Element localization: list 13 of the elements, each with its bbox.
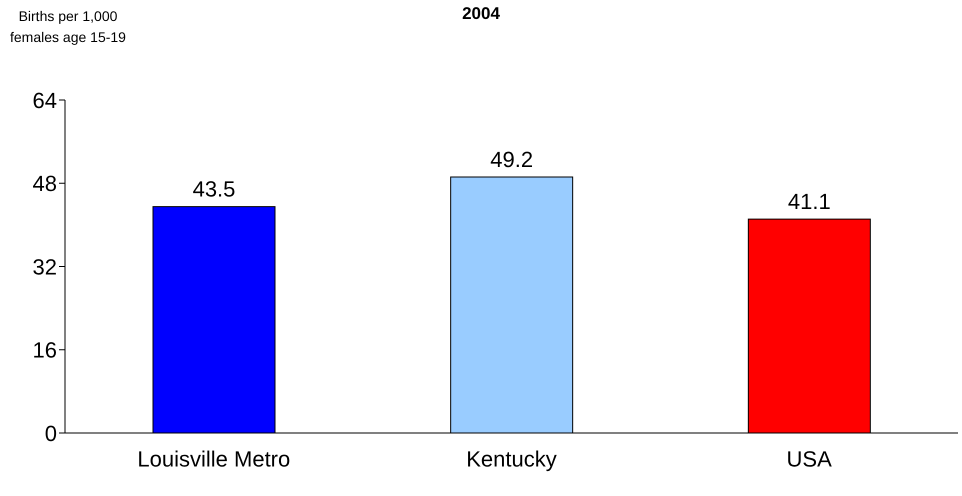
y-axis-title: Births per 1,000 females age 15-19 xyxy=(10,7,126,47)
y-tick-label: 48 xyxy=(32,171,57,196)
y-tick-label: 64 xyxy=(32,88,57,113)
data-label: 43.5 xyxy=(192,176,236,202)
y-tick-label: 32 xyxy=(32,254,57,280)
x-tick-label: USA xyxy=(786,446,832,472)
data-label: 49.2 xyxy=(490,147,534,172)
y-tick-label: 16 xyxy=(32,338,57,363)
x-tick-label: Louisville Metro xyxy=(137,446,290,472)
data-label: 41.1 xyxy=(788,189,831,214)
chart-title: 2004 xyxy=(462,4,500,23)
y-tick-label: 0 xyxy=(44,420,57,446)
x-tick-label: Kentucky xyxy=(466,446,557,472)
